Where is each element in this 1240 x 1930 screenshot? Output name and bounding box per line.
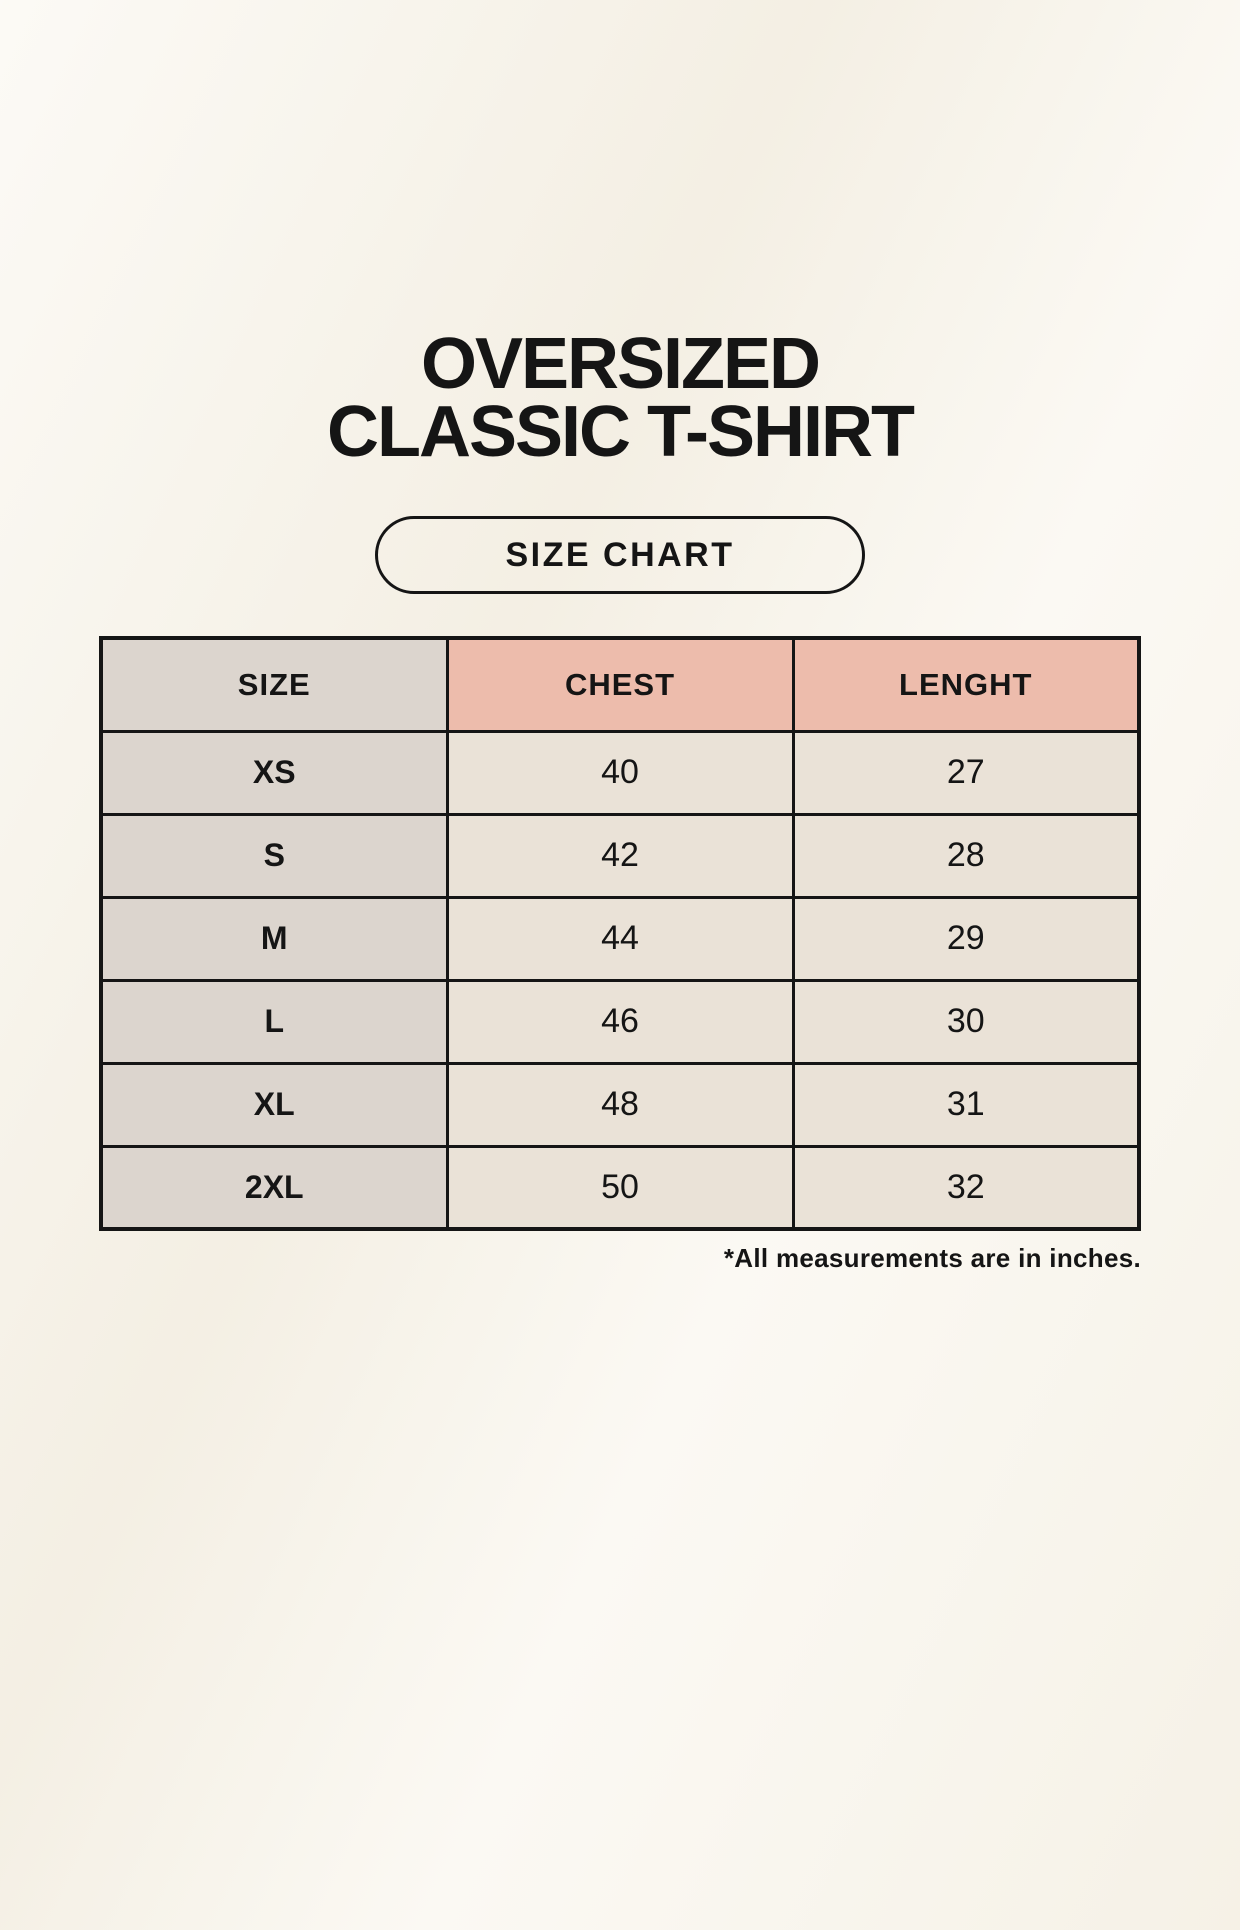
table-row-s: S 42 28 <box>99 812 1141 899</box>
size-label: M <box>99 895 449 982</box>
size-label: L <box>99 978 449 1065</box>
table-row-xs: XS 40 27 <box>99 729 1141 816</box>
column-header-chest: CHEST <box>445 636 795 733</box>
title-line-1: OVERSIZED <box>420 324 821 404</box>
chest-value: 40 <box>445 729 795 816</box>
chest-value: 42 <box>445 812 795 899</box>
size-chart-table: SIZE CHEST LENGHT XS 40 27 S 42 28 M <box>99 636 1141 1231</box>
lenght-value: 27 <box>791 729 1141 816</box>
lenght-value: 29 <box>791 895 1141 982</box>
measurements-footnote: *All measurements are in inches. <box>723 1243 1141 1273</box>
size-label: S <box>99 812 449 899</box>
chest-value: 48 <box>445 1061 795 1148</box>
lenght-value: 31 <box>791 1061 1141 1148</box>
size-chart-button-label: SIZE CHART <box>505 535 735 574</box>
lenght-value: 28 <box>791 812 1141 899</box>
size-chart-page: OVERSIZED CLASSIC T-SHIRT SIZE CHART SIZ… <box>0 324 1240 1274</box>
size-label: 2XL <box>99 1144 449 1231</box>
table-row-2xl: 2XL 50 32 <box>99 1144 1141 1231</box>
title-line-2: CLASSIC T-SHIRT <box>326 392 915 472</box>
size-chart-table-container: SIZE CHEST LENGHT XS 40 27 S 42 28 M <box>99 636 1141 1231</box>
size-label: XS <box>99 729 449 816</box>
column-header-size: SIZE <box>99 636 449 733</box>
lenght-value: 30 <box>791 978 1141 1065</box>
chest-value: 44 <box>445 895 795 982</box>
page-title: OVERSIZED CLASSIC T-SHIRT <box>0 324 1240 472</box>
chest-value: 50 <box>445 1144 795 1231</box>
size-chart-badge-container: SIZE CHART <box>0 516 1240 594</box>
table-row-m: M 44 29 <box>99 895 1141 982</box>
table-header-row: SIZE CHEST LENGHT <box>99 636 1141 733</box>
size-label: XL <box>99 1061 449 1148</box>
table-row-l: L 46 30 <box>99 978 1141 1065</box>
size-chart-button[interactable]: SIZE CHART <box>375 516 865 594</box>
chest-value: 46 <box>445 978 795 1065</box>
lenght-value: 32 <box>791 1144 1141 1231</box>
column-header-lenght: LENGHT <box>791 636 1141 733</box>
table-row-xl: XL 48 31 <box>99 1061 1141 1148</box>
